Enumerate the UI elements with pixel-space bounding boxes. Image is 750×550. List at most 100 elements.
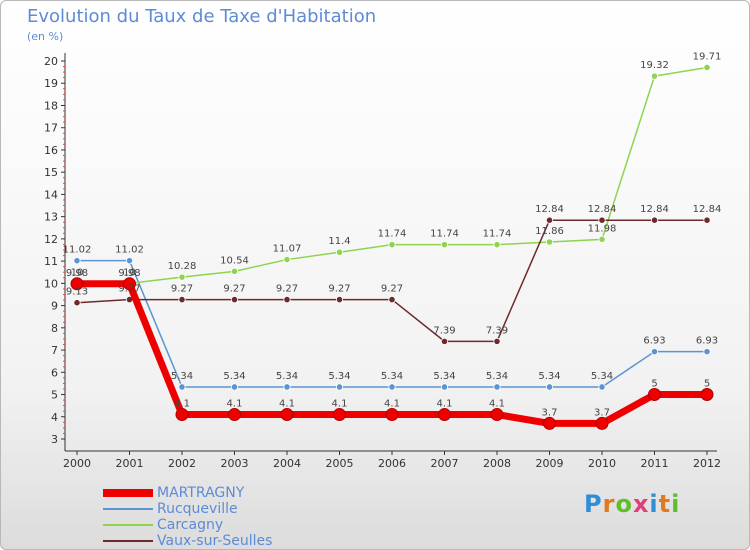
data-point	[73, 299, 81, 307]
data-label: 3.7	[542, 407, 558, 418]
legend-label: Carcagny	[157, 517, 224, 533]
data-label: 4.1	[437, 399, 453, 410]
y-tick-label: 10	[44, 277, 58, 290]
data-point	[703, 348, 711, 356]
data-label: 9.27	[276, 284, 298, 295]
data-point	[493, 383, 501, 391]
x-tick-label: 2003	[221, 457, 249, 470]
logo-letter: P	[584, 490, 603, 518]
chart-title: Evolution du Taux de Taxe d'Habitation	[27, 6, 377, 27]
data-label: 5.34	[486, 371, 508, 382]
x-tick-label: 2000	[63, 457, 91, 470]
y-tick-label: 13	[44, 211, 58, 224]
series-line-rucqueville	[76, 259, 708, 388]
data-label: 12.84	[588, 204, 617, 215]
data-point	[438, 408, 451, 422]
data-label: 5.34	[276, 371, 298, 382]
data-point	[178, 295, 186, 304]
y-tick-label: 3	[51, 433, 58, 446]
data-point	[598, 383, 606, 391]
data-point	[650, 216, 659, 224]
data-point	[440, 383, 449, 391]
x-tick-label: 2004	[273, 457, 301, 470]
logo-letter: t	[658, 490, 672, 518]
data-label: 11.4	[328, 236, 350, 247]
legend-label: Rucqueville	[157, 501, 238, 517]
data-label: 11.02	[115, 245, 144, 256]
data-label: 9.27	[328, 284, 350, 295]
data-point	[490, 408, 504, 422]
legend-swatch	[103, 540, 153, 542]
data-point	[700, 388, 714, 402]
data-label: 5.34	[381, 371, 403, 382]
data-point	[545, 216, 554, 224]
data-point	[493, 241, 501, 249]
data-point	[230, 295, 239, 304]
data-point	[70, 277, 84, 291]
y-tick-label: 6	[51, 366, 58, 379]
data-point	[543, 416, 556, 430]
data-label: 11.07	[273, 244, 302, 255]
data-label: 9.98	[118, 268, 140, 279]
data-label: 19.32	[640, 60, 669, 71]
data-label: 12.84	[640, 204, 669, 215]
data-label: 5.34	[328, 371, 350, 382]
y-tick-label: 20	[44, 55, 58, 68]
data-point	[123, 277, 136, 291]
data-point	[283, 255, 291, 264]
data-point	[385, 408, 399, 422]
data-label: 12.84	[535, 204, 564, 215]
data-point	[545, 238, 554, 246]
data-label: 5.34	[171, 371, 193, 382]
data-label: 3.7	[594, 407, 610, 418]
data-label: 4.1	[174, 399, 190, 410]
data-label: 11.98	[588, 223, 617, 234]
x-tick-label: 2007	[431, 457, 459, 470]
proxiti-logo: Proxiti	[584, 490, 680, 518]
data-point	[280, 408, 294, 422]
data-point	[283, 295, 291, 304]
data-point	[388, 383, 396, 391]
data-point	[228, 408, 241, 422]
logo-letter: i	[671, 490, 681, 518]
data-label: 10	[71, 267, 84, 278]
data-label: 12.84	[693, 204, 722, 215]
data-point	[283, 383, 291, 391]
data-point	[703, 216, 711, 224]
data-label: 5.34	[538, 371, 560, 382]
data-point	[335, 248, 344, 256]
legend-swatch	[103, 524, 153, 526]
data-point	[335, 383, 344, 391]
y-tick-label: 17	[44, 122, 58, 135]
y-tick-label: 15	[44, 166, 58, 179]
x-tick-label: 2009	[536, 457, 564, 470]
data-label: 10	[123, 267, 136, 278]
x-tick-label: 2010	[588, 457, 616, 470]
data-label: 11.74	[430, 229, 459, 240]
logo-letter: i	[649, 490, 659, 518]
data-point	[73, 257, 81, 265]
x-tick-label: 2005	[326, 457, 354, 470]
y-tick-label: 9	[51, 300, 58, 313]
data-label: 4.1	[332, 399, 348, 410]
data-point	[178, 383, 186, 391]
x-tick-label: 2001	[116, 457, 144, 470]
data-label: 7.39	[433, 325, 455, 336]
data-label: 11.74	[378, 229, 407, 240]
data-label: 5	[651, 379, 657, 390]
data-point	[388, 295, 396, 304]
data-label: 5.34	[223, 371, 245, 382]
data-label: 11.02	[63, 245, 92, 256]
data-label: 9.27	[381, 284, 403, 295]
x-tick-label: 2006	[378, 457, 406, 470]
data-label: 6.93	[696, 336, 718, 347]
data-label: 9.27	[223, 284, 245, 295]
data-point	[125, 257, 134, 265]
data-point	[335, 295, 344, 304]
legend-swatch	[103, 489, 153, 497]
y-tick-label: 18	[44, 99, 58, 112]
legend-label: Vaux-sur-Seulles	[157, 533, 273, 549]
data-label: 10.28	[168, 261, 197, 272]
